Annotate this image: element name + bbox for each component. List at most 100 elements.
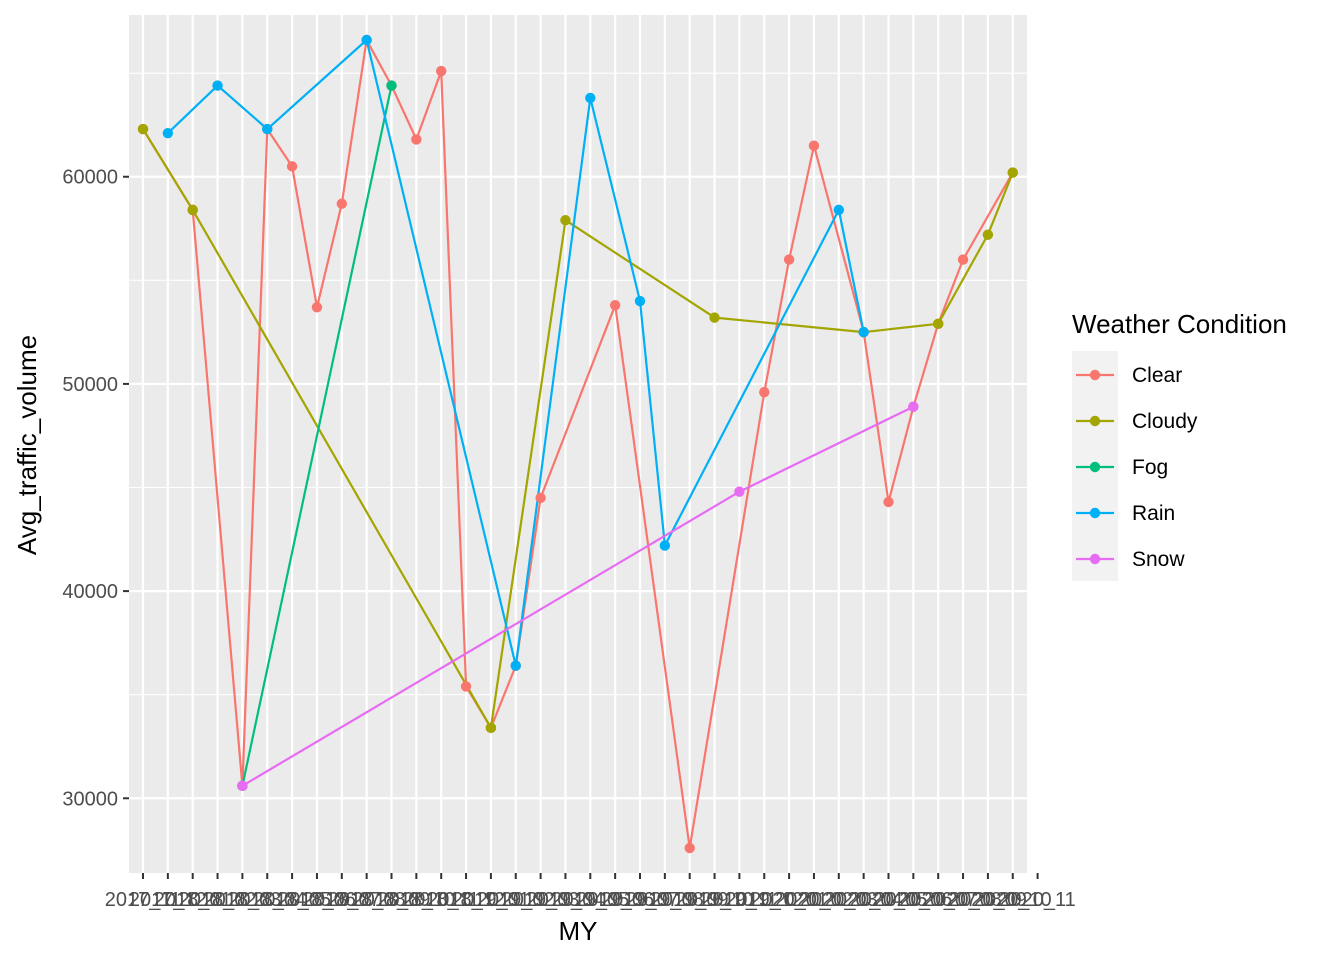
x-axis: 2017_112017_122018_012018_022018_032018_… xyxy=(105,873,1076,911)
legend-items: Clear Cloudy Fog Rain Snow xyxy=(1076,364,1198,571)
x-tick-label: 2020_03 xyxy=(800,889,878,911)
panel-background xyxy=(129,15,1027,873)
legend-key-point-snow xyxy=(1089,553,1101,565)
data-point-clear xyxy=(535,492,546,504)
data-point-clear xyxy=(311,302,323,313)
data-point-rain xyxy=(858,326,869,338)
data-point-rain xyxy=(262,123,273,135)
data-point-clear xyxy=(684,842,695,854)
legend-label-clear: Clear xyxy=(1132,364,1182,387)
data-point-cloudy xyxy=(560,215,571,226)
x-tick-label: 2018_10 xyxy=(377,889,455,911)
data-point-rain xyxy=(162,128,174,139)
data-point-clear xyxy=(957,254,969,265)
x-tick-label: 2019_03 xyxy=(502,889,580,911)
x-tick-label: 2018_02 xyxy=(179,889,257,911)
legend-key-point-cloudy xyxy=(1089,415,1101,427)
x-tick-label: 2020_02 xyxy=(775,889,853,911)
data-point-clear xyxy=(336,198,347,209)
data-point-snow xyxy=(734,486,745,497)
x-tick-label: 2018_09 xyxy=(353,889,431,911)
x-tick-label: 2020_05 xyxy=(850,889,928,911)
x-tick-label: 2019_09 xyxy=(651,889,729,911)
y-tick-label: 50000 xyxy=(62,374,118,396)
legend: Weather Condition Clear Cloudy Fog Rain Snow xyxy=(1072,309,1287,581)
data-point-clear xyxy=(460,681,472,692)
x-tick-label: 2019_07 xyxy=(601,889,679,911)
x-tick-label: 2020_08 xyxy=(924,889,1002,911)
x-tick-label: 2018_04 xyxy=(228,889,306,911)
data-point-cloudy xyxy=(137,123,149,135)
y-tick-label: 40000 xyxy=(62,581,118,603)
data-point-rain xyxy=(659,540,671,551)
series-line-rain xyxy=(167,38,865,667)
legend-label-cloudy: Cloudy xyxy=(1132,410,1198,433)
x-tick-label: 2018_06 xyxy=(278,889,356,911)
legend-label-snow: Snow xyxy=(1132,548,1185,571)
x-tick-label: 2020_04 xyxy=(825,889,903,911)
x-tick-label: 2018_08 xyxy=(328,889,406,911)
x-tick-label: 2020_11 xyxy=(999,889,1075,911)
data-point-clear xyxy=(436,65,447,77)
series-line-clear xyxy=(142,38,1014,850)
series-points xyxy=(137,34,1018,854)
data-point-rain xyxy=(361,34,372,46)
data-point-snow xyxy=(237,780,248,792)
data-point-cloudy xyxy=(1007,167,1018,178)
data-point-cloudy xyxy=(933,318,944,330)
x-tick-label: 2018_07 xyxy=(303,889,381,911)
x-tick-label: 2019_04 xyxy=(527,889,605,911)
x-tick-label: 2018_12 xyxy=(427,889,505,911)
x-tick-label: 2020_09 xyxy=(949,889,1027,911)
data-point-rain xyxy=(585,92,596,104)
data-point-clear xyxy=(759,387,770,398)
x-tick-label: 2019_10 xyxy=(676,889,754,911)
data-point-fog xyxy=(386,80,397,91)
legend-key-point-rain xyxy=(1089,507,1101,519)
data-point-cloudy xyxy=(709,312,720,323)
data-point-snow xyxy=(908,401,919,412)
x-tick-label: 2020_06 xyxy=(874,889,952,911)
x-tick-label: 2017_12 xyxy=(129,889,207,911)
x-tick-label: 2019_06 xyxy=(576,889,654,911)
x-tick-label: 2018_05 xyxy=(253,889,331,911)
x-tick-label: 2019_01 xyxy=(452,889,530,911)
legend-label-rain: Rain xyxy=(1132,502,1175,525)
x-tick-label: 2019_02 xyxy=(477,889,555,911)
data-point-rain xyxy=(510,660,521,671)
grid-minor xyxy=(129,72,1027,696)
x-axis-title: MY xyxy=(559,916,598,946)
data-point-cloudy xyxy=(485,722,497,734)
data-point-rain xyxy=(212,80,223,91)
data-point-clear xyxy=(883,496,894,508)
x-tick-label: 2018_01 xyxy=(154,889,232,911)
data-point-clear xyxy=(783,254,795,265)
series-line-fog xyxy=(241,85,393,787)
y-tick-label: 60000 xyxy=(62,167,118,189)
x-tick-label: 2018_03 xyxy=(203,889,281,911)
x-tick-label: 2019_12 xyxy=(725,889,803,911)
x-tick-label: 2019_05 xyxy=(551,889,629,911)
x-tick-label: 2020_01 xyxy=(750,889,828,911)
legend-title: Weather Condition xyxy=(1072,309,1287,339)
x-tick-label: 2019_11 xyxy=(701,889,777,911)
data-point-clear xyxy=(609,299,621,311)
data-point-cloudy xyxy=(982,229,994,240)
legend-label-fog: Fog xyxy=(1132,456,1168,479)
x-tick-label: 2020_07 xyxy=(899,889,977,911)
y-tick-label: 30000 xyxy=(62,788,118,810)
legend-key-point-clear xyxy=(1089,369,1101,381)
x-tick-label: 2019_08 xyxy=(626,889,704,911)
data-point-clear xyxy=(286,161,298,172)
legend-key-point-fog xyxy=(1089,461,1101,473)
data-point-rain xyxy=(634,295,646,307)
data-point-cloudy xyxy=(187,204,198,216)
data-point-clear xyxy=(808,140,820,151)
y-axis-title: Avg_traffic_volume xyxy=(12,335,42,555)
x-tick-label: 2018_11 xyxy=(403,889,479,911)
data-point-clear xyxy=(411,134,422,145)
x-tick-label: 2020_10 xyxy=(974,889,1052,911)
x-tick-label: 2017_11 xyxy=(105,889,181,911)
data-point-rain xyxy=(833,204,844,216)
